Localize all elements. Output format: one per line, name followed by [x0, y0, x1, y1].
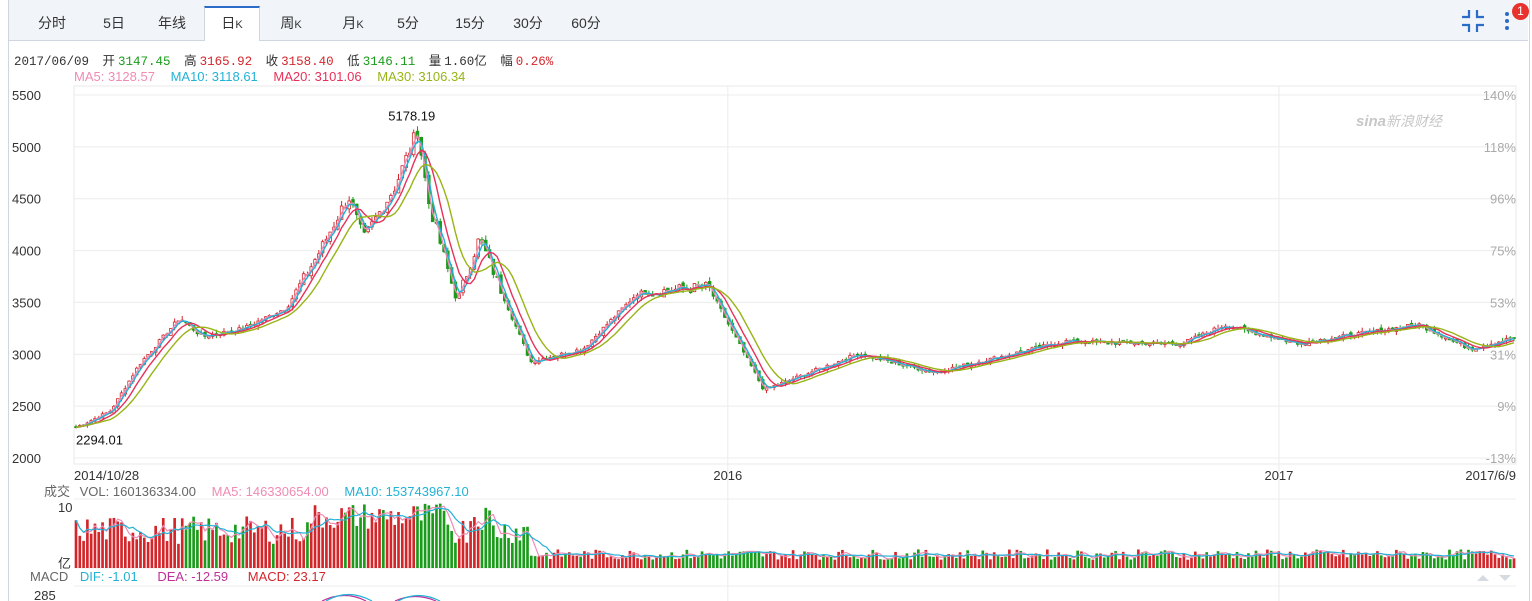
- low-label: 低: [347, 55, 360, 69]
- dea-value: DEA: -12.59: [157, 569, 229, 584]
- chart-frame: [8, 0, 1530, 601]
- tab-7[interactable]: 5分: [388, 8, 428, 40]
- low-value: 3146.11: [362, 55, 416, 69]
- tab-label: 周: [280, 15, 295, 31]
- vol-ma10-value: MA10: 153743967.10: [344, 484, 469, 499]
- tab-label: 60分: [571, 15, 601, 31]
- tab-label: 分时: [38, 15, 66, 31]
- tab-8[interactable]: 15分: [444, 8, 496, 40]
- macd-title: MACD: [30, 569, 69, 584]
- vol-ma5-value: MA5: 146330654.00: [211, 484, 329, 499]
- notification-badge[interactable]: 1: [1512, 3, 1529, 20]
- volume-legend: 成交 VOL: 160136334.00 MA5: 146330654.00 M…: [44, 481, 481, 500]
- ma10-legend: MA10: 3118.61: [170, 69, 258, 84]
- macd-value: MACD: 23.17: [247, 569, 326, 584]
- tab-suffix: K: [294, 19, 302, 31]
- high-label: 高: [184, 55, 197, 69]
- tab-3[interactable]: 年线: [146, 8, 198, 40]
- high-value: 3165.92: [199, 55, 253, 69]
- more-menu-icon[interactable]: [1500, 9, 1514, 33]
- close-label: 收: [265, 55, 279, 69]
- sina-finance-watermark: sina新浪财经: [1356, 113, 1443, 130]
- tab-label: 年线: [158, 15, 186, 31]
- change-label: 幅: [500, 55, 513, 69]
- period-tab-bar: [8, 0, 1528, 41]
- change-value: 0.26%: [515, 55, 554, 69]
- tab-2[interactable]: 5日: [92, 8, 136, 40]
- tab-label: 日: [221, 15, 236, 31]
- tab-label: 15分: [455, 15, 485, 31]
- volume-value: 1.60亿: [444, 55, 487, 69]
- macd-legend: MACD DIF: -1.01 DEA: -12.59 MACD: 23.17: [30, 569, 342, 584]
- volume-label: 量: [428, 55, 442, 69]
- dif-value: DIF: -1.01: [79, 569, 138, 584]
- tab-suffix: K: [235, 19, 243, 31]
- tab-9[interactable]: 30分: [502, 8, 554, 40]
- tab-label: 月: [342, 15, 357, 31]
- open-label: 开: [102, 55, 116, 69]
- close-value: 3158.40: [281, 55, 334, 69]
- tab-10[interactable]: 60分: [560, 8, 612, 40]
- collapse-icon[interactable]: [1460, 8, 1486, 34]
- ma5-legend: MA5: 3128.57: [74, 69, 155, 84]
- volume-title: 成交: [44, 484, 71, 499]
- ma30-legend: MA30: 3106.34: [377, 69, 466, 84]
- tab-label: 5分: [397, 15, 419, 31]
- tab-suffix: K: [356, 19, 364, 31]
- tab-6[interactable]: 月K: [328, 8, 378, 40]
- tab-1[interactable]: 分时: [24, 8, 80, 40]
- tab-5[interactable]: 周K: [266, 8, 316, 40]
- ma-legend: MA5: 3128.57 MA10: 3118.61 MA20: 3101.06…: [74, 69, 477, 84]
- quote-date: 2017/06/09: [14, 55, 90, 69]
- tab-4[interactable]: 日K: [204, 6, 260, 41]
- ma20-legend: MA20: 3101.06: [273, 69, 362, 84]
- vol-value: VOL: 160136334.00: [79, 484, 197, 499]
- open-value: 3147.45: [118, 55, 171, 69]
- tab-label: 5日: [103, 15, 125, 31]
- tab-label: 30分: [513, 15, 543, 31]
